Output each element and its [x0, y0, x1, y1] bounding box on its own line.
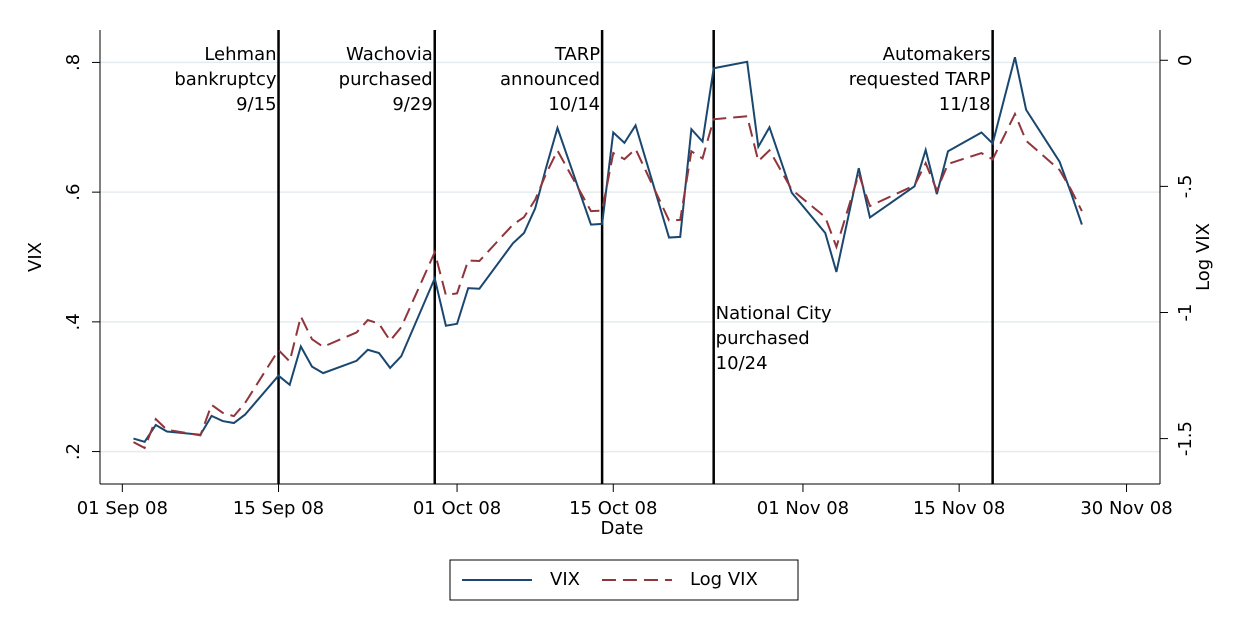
y-tick-label: .4	[63, 313, 84, 330]
y-axis-title: VIX	[25, 242, 46, 272]
event-label: bankruptcy	[174, 69, 276, 90]
event-label: purchased	[339, 69, 433, 90]
x-tick-label: 15 Nov 08	[913, 498, 1005, 519]
y2-tick-label: 0	[1175, 55, 1196, 66]
legend-label: VIX	[550, 569, 580, 590]
x-tick-label: 30 Nov 08	[1080, 498, 1172, 519]
y2-tick-label: -1	[1175, 304, 1196, 322]
event-label: TARP	[554, 44, 600, 65]
event-label: announced	[500, 69, 600, 90]
x-tick-label: 01 Oct 08	[413, 498, 501, 519]
series-line	[133, 56, 1083, 444]
x-axis-title: Date	[600, 518, 643, 539]
x-tick-label: 15 Sep 08	[233, 498, 324, 519]
series-line	[133, 111, 1083, 450]
x-tick-label: 01 Nov 08	[757, 498, 849, 519]
event-label: 11/18	[939, 94, 991, 115]
y2-axis-title: Log VIX	[1193, 223, 1214, 291]
y-tick-label: .2	[63, 443, 84, 460]
event-label: National City	[716, 303, 832, 324]
event-label: Lehman	[204, 44, 276, 65]
x-tick-label: 15 Oct 08	[569, 498, 657, 519]
y-tick-label: .8	[63, 54, 84, 71]
event-label: 9/15	[236, 94, 276, 115]
event-label: purchased	[716, 328, 810, 349]
event-label: 9/29	[392, 94, 432, 115]
y2-tick-label: -.5	[1175, 175, 1196, 199]
event-label: Wachovia	[346, 44, 433, 65]
event-label: Automakers	[883, 44, 991, 65]
event-label: 10/14	[548, 94, 600, 115]
x-tick-label: 01 Sep 08	[77, 498, 168, 519]
y-tick-label: .6	[63, 184, 84, 201]
y2-tick-label: -1.5	[1175, 421, 1196, 456]
legend-label: Log VIX	[690, 569, 758, 590]
event-label: 10/24	[716, 353, 768, 374]
event-label: requested TARP	[849, 69, 991, 90]
